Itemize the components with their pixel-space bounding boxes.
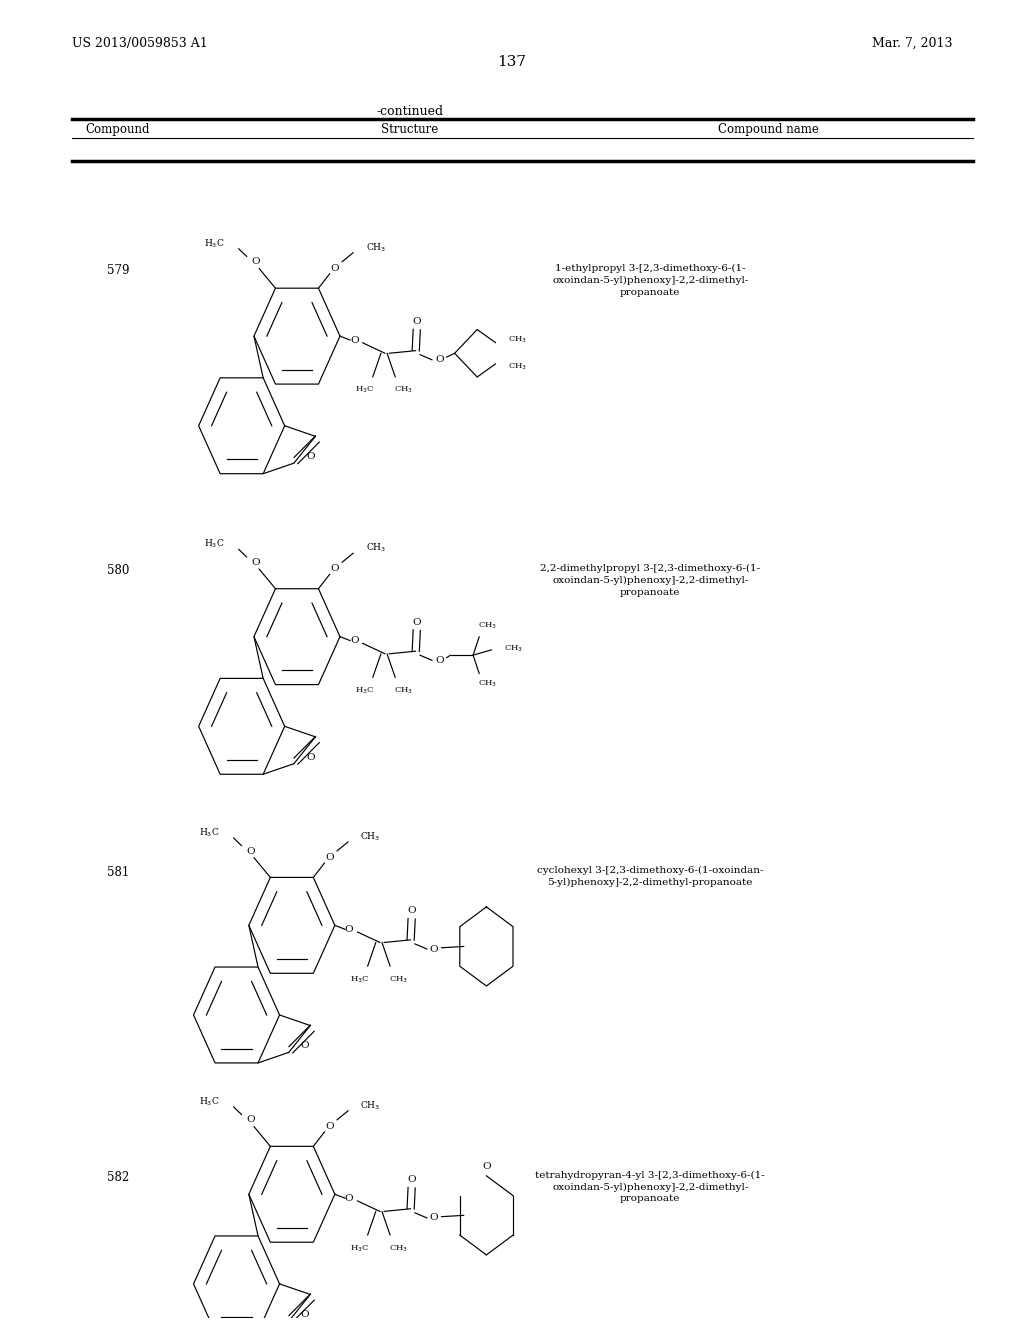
Text: 2,2-dimethylpropyl 3-[2,3-dimethoxy-6-(1-
oxoindan-5-yl)phenoxy]-2,2-dimethyl-
p: 2,2-dimethylpropyl 3-[2,3-dimethoxy-6-(1… xyxy=(541,564,760,597)
Text: CH$_3$: CH$_3$ xyxy=(508,335,527,346)
Text: O: O xyxy=(413,317,421,326)
Text: O: O xyxy=(326,853,334,862)
Text: H$_3$C: H$_3$C xyxy=(355,685,374,696)
Text: tetrahydropyran-4-yl 3-[2,3-dimethoxy-6-(1-
oxoindan-5-yl)phenoxy]-2,2-dimethyl-: tetrahydropyran-4-yl 3-[2,3-dimethoxy-6-… xyxy=(536,1171,765,1204)
Text: O: O xyxy=(430,1213,438,1222)
Text: O: O xyxy=(430,945,438,953)
Text: O: O xyxy=(350,335,358,345)
Text: H$_3$C: H$_3$C xyxy=(199,826,219,838)
Text: 1-ethylpropyl 3-[2,3-dimethoxy-6-(1-
oxoindan-5-yl)phenoxy]-2,2-dimethyl-
propan: 1-ethylpropyl 3-[2,3-dimethoxy-6-(1- oxo… xyxy=(552,264,749,297)
Text: CH$_3$: CH$_3$ xyxy=(508,362,527,372)
Text: H$_3$C: H$_3$C xyxy=(350,1243,369,1254)
Text: O: O xyxy=(247,1115,255,1125)
Text: CH$_3$: CH$_3$ xyxy=(504,643,523,653)
Text: CH$_3$: CH$_3$ xyxy=(394,385,413,396)
Text: O: O xyxy=(306,752,314,762)
Text: O: O xyxy=(252,257,260,267)
Text: -continued: -continued xyxy=(376,106,443,119)
Text: CH$_3$: CH$_3$ xyxy=(360,830,381,842)
Text: O: O xyxy=(435,656,443,665)
Text: 581: 581 xyxy=(106,866,129,879)
Text: O: O xyxy=(301,1311,309,1319)
Text: O: O xyxy=(345,1193,353,1203)
Text: O: O xyxy=(301,1041,309,1051)
Text: 579: 579 xyxy=(106,264,129,277)
Text: CH$_3$: CH$_3$ xyxy=(389,1243,408,1254)
Text: O: O xyxy=(413,618,421,627)
Text: CH$_3$: CH$_3$ xyxy=(366,242,386,253)
Text: CH$_3$: CH$_3$ xyxy=(366,541,386,554)
Text: CH$_3$: CH$_3$ xyxy=(394,685,413,696)
Text: O: O xyxy=(408,907,416,915)
Text: O: O xyxy=(331,565,339,573)
Text: H$_3$C: H$_3$C xyxy=(204,238,224,249)
Text: O: O xyxy=(350,636,358,645)
Text: US 2013/0059853 A1: US 2013/0059853 A1 xyxy=(72,37,208,50)
Text: cyclohexyl 3-[2,3-dimethoxy-6-(1-oxoindan-
5-yl)phenoxy]-2,2-dimethyl-propanoate: cyclohexyl 3-[2,3-dimethoxy-6-(1-oxoinda… xyxy=(537,866,764,887)
Text: O: O xyxy=(345,925,353,933)
Text: 580: 580 xyxy=(106,564,129,577)
Text: O: O xyxy=(435,355,443,364)
Text: Structure: Structure xyxy=(381,123,438,136)
Text: O: O xyxy=(326,1122,334,1131)
Text: O: O xyxy=(331,264,339,273)
Text: Compound: Compound xyxy=(86,123,150,136)
Text: O: O xyxy=(306,451,314,461)
Text: Compound name: Compound name xyxy=(718,123,818,136)
Text: O: O xyxy=(482,1162,490,1171)
Text: 582: 582 xyxy=(106,1171,129,1184)
Text: H$_3$C: H$_3$C xyxy=(204,537,224,550)
Text: H$_3$C: H$_3$C xyxy=(355,385,374,396)
Text: H$_3$C: H$_3$C xyxy=(350,974,369,985)
Text: H$_3$C: H$_3$C xyxy=(199,1096,219,1107)
Text: CH$_3$: CH$_3$ xyxy=(389,974,408,985)
Text: CH$_3$: CH$_3$ xyxy=(478,620,497,631)
Text: CH$_3$: CH$_3$ xyxy=(360,1100,381,1111)
Text: 137: 137 xyxy=(498,55,526,70)
Text: CH$_3$: CH$_3$ xyxy=(478,678,497,689)
Text: Mar. 7, 2013: Mar. 7, 2013 xyxy=(871,37,952,50)
Text: O: O xyxy=(247,846,255,855)
Text: O: O xyxy=(252,558,260,566)
Text: O: O xyxy=(408,1175,416,1184)
